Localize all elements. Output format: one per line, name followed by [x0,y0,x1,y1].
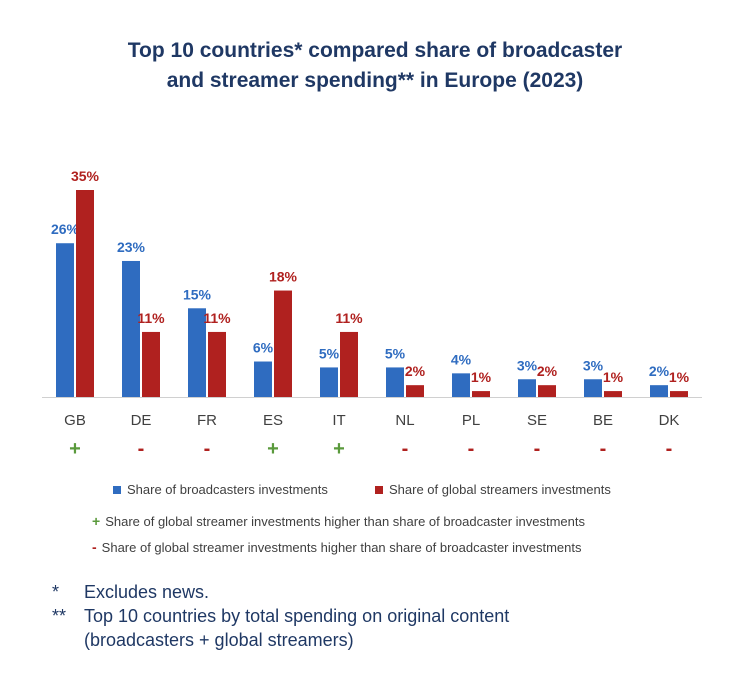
bar-streamers [340,331,358,397]
comparison-marker: - [534,438,541,460]
bar-streamers [406,385,424,397]
bar-broadcasters [518,379,536,397]
bar-streamers [670,391,688,397]
footnote-text: Top 10 countries by total spending on or… [84,606,510,650]
bar-streamers [538,385,556,397]
data-label-streamers: 2% [405,363,426,379]
bar-streamers [604,391,622,397]
data-label-streamers: 2% [537,363,558,379]
bar-streamers [142,331,160,397]
x-tick-label: SE [527,412,547,429]
data-label-broadcasters: 5% [385,345,406,361]
footnotes: * Excludes news. ** Top 10 countries by … [52,580,509,652]
legend-minus-text: Share of global streamer investments hig… [101,539,582,555]
bar-chart: 26% 35% GB +23% 11% DE - 15% 11% FR - 6% 18% ES +5% 11%… [42,168,702,460]
bar-streamers [274,290,292,397]
bar-streamers [472,391,490,397]
x-tick-label: GB [64,412,86,429]
bar-broadcasters [56,243,74,397]
x-tick-label: NL [395,412,414,429]
legend-label-streamers: Share of global streamers investments [389,482,611,497]
bar-broadcasters [386,367,404,397]
bar-broadcasters [122,260,140,397]
comparison-marker: - [600,438,607,460]
data-label-broadcasters: 5% [319,345,340,361]
data-label-streamers: 1% [669,369,690,385]
data-label-streamers: 18% [269,269,298,285]
plus-symbol: + [92,513,101,529]
bar-streamers [76,190,94,397]
chart-title-line2: and streamer spending** in Europe (2023) [166,69,584,92]
x-tick-label: DE [131,412,152,429]
bar-broadcasters [650,385,668,397]
footnote-text: Excludes news. [84,582,210,602]
x-tick-label: BE [593,412,613,429]
data-label-broadcasters: 23% [117,239,146,255]
footnote-mark: * [52,582,60,602]
legend-plus-explanation: + Share of global streamer investments h… [92,513,585,529]
footnote: ** Top 10 countries by total spending on… [52,604,509,652]
bar-broadcasters [254,361,272,397]
data-label-broadcasters: 3% [517,357,538,373]
bar-broadcasters [320,367,338,397]
comparison-marker: + [267,438,279,460]
minus-symbol: - [92,539,97,555]
comparison-marker: + [69,438,81,460]
data-label-streamers: 11% [203,310,231,326]
x-tick-label: DK [659,412,680,429]
data-label-broadcasters: 4% [451,351,472,367]
bar-broadcasters [188,308,206,397]
x-tick-label: FR [197,412,217,429]
legend-minus-explanation: - Share of global streamer investments h… [92,539,581,555]
data-label-streamers: 35% [71,168,100,184]
legend-item-broadcasters: Share of broadcasters investments [113,482,328,497]
data-label-broadcasters: 3% [583,357,604,373]
legend-label-broadcasters: Share of broadcasters investments [127,482,328,497]
comparison-marker: - [402,438,409,460]
chart-title-line1: Top 10 countries* compared share of broa… [127,39,623,62]
legend-swatch-broadcasters [113,485,121,494]
x-tick-label: ES [263,412,283,429]
data-label-streamers: 11% [137,310,165,326]
legend-swatch-streamers [375,485,383,494]
data-label-broadcasters: 26% [51,221,80,237]
comparison-marker: - [468,438,475,460]
x-tick-label: PL [462,412,480,429]
bar-broadcasters [452,373,470,397]
comparison-marker: - [204,438,211,460]
bar-broadcasters [584,379,602,397]
x-tick-label: IT [332,412,345,429]
data-label-broadcasters: 2% [649,363,670,379]
data-label-broadcasters: 6% [253,340,274,356]
chart-title: Top 10 countries* compared share of broa… [0,36,750,96]
data-label-broadcasters: 15% [183,286,212,302]
footnote-mark: ** [52,606,67,626]
bar-streamers [208,331,226,397]
data-label-streamers: 11% [335,310,363,326]
data-label-streamers: 1% [471,369,492,385]
comparison-marker: - [666,438,673,460]
comparison-marker: - [138,438,145,460]
legend-item-streamers: Share of global streamers investments [375,482,611,497]
comparison-marker: + [333,438,345,460]
footnote: * Excludes news. [52,580,509,604]
data-label-streamers: 1% [603,369,624,385]
legend-plus-text: Share of global streamer investments hig… [105,513,585,529]
